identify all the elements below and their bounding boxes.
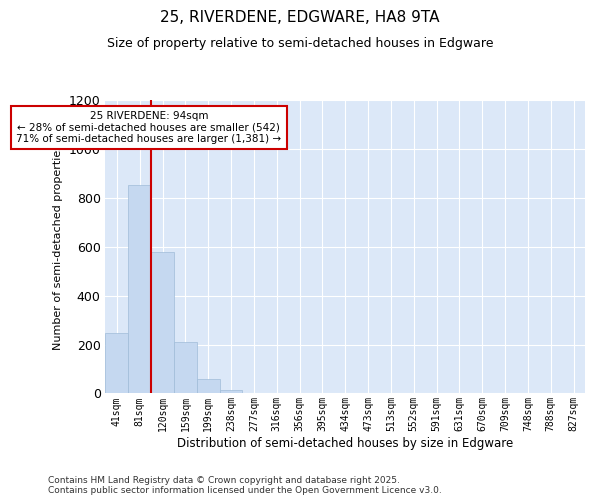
Bar: [220, 390, 242, 394]
Text: 25, RIVERDENE, EDGWARE, HA8 9TA: 25, RIVERDENE, EDGWARE, HA8 9TA: [160, 10, 440, 25]
Text: 25 RIVERDENE: 94sqm
← 28% of semi-detached houses are smaller (542)
71% of semi-: 25 RIVERDENE: 94sqm ← 28% of semi-detach…: [16, 111, 281, 144]
Text: Contains HM Land Registry data © Crown copyright and database right 2025.
Contai: Contains HM Land Registry data © Crown c…: [48, 476, 442, 495]
Text: Size of property relative to semi-detached houses in Edgware: Size of property relative to semi-detach…: [107, 38, 493, 51]
X-axis label: Distribution of semi-detached houses by size in Edgware: Distribution of semi-detached houses by …: [177, 437, 514, 450]
Y-axis label: Number of semi-detached properties: Number of semi-detached properties: [53, 144, 63, 350]
Bar: [106, 333, 128, 394]
Bar: [151, 252, 174, 394]
Bar: [174, 342, 197, 394]
Bar: [128, 185, 151, 394]
Bar: [197, 378, 220, 394]
